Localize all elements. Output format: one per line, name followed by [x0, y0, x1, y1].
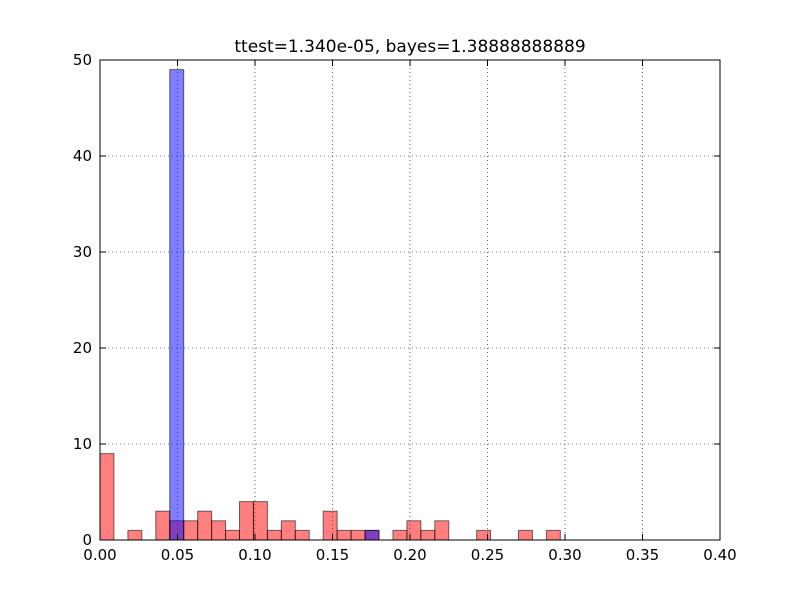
histogram-bar-series-1 — [252, 501, 268, 541]
histogram-bar-series-1 — [99, 453, 115, 541]
x-tick-label: 0.10 — [238, 546, 271, 564]
histogram-bar-series-1 — [197, 510, 213, 541]
x-tick-label: 0.25 — [471, 546, 504, 564]
x-tick-label: 0.40 — [703, 546, 736, 564]
histogram-bar-series-1 — [322, 510, 338, 541]
histogram-bar-series-1 — [155, 510, 171, 541]
x-tick-labels: 0.00 0.05 0.10 0.15 0.20 0.25 0.30 0.35 0.40 — [83, 546, 736, 564]
y-tick-label: 30 — [73, 243, 92, 261]
histogram-bar-series-1 — [434, 520, 450, 541]
histogram-bar-series-1 — [127, 529, 143, 541]
x-tick-label: 0.35 — [626, 546, 659, 564]
y-tick-labels: 0 10 20 30 40 50 — [73, 51, 92, 549]
histogram-bar-series-1 — [420, 529, 436, 541]
x-tick-label: 0.05 — [161, 546, 194, 564]
histogram-bar-series-2 — [364, 529, 380, 541]
histogram-bar-series-2 — [169, 69, 185, 541]
histogram-bar-series-1 — [518, 529, 533, 541]
x-tick-label: 0.20 — [393, 546, 426, 564]
histogram-bar-series-1 — [211, 520, 227, 541]
x-tick-label: 0.30 — [548, 546, 581, 564]
histogram-bar-series-1 — [545, 529, 561, 541]
histogram-bar-series-1 — [225, 529, 241, 541]
histogram-bar-series-1 — [350, 529, 366, 541]
y-tick-label: 20 — [73, 339, 92, 357]
histogram-bar-series-1 — [392, 529, 408, 541]
x-tick-label: 0.00 — [83, 546, 116, 564]
grid-lines — [100, 60, 720, 540]
histogram-bar-series-1 — [294, 529, 310, 541]
axis-ticks — [99, 59, 721, 541]
histogram-bar-series-1 — [183, 520, 199, 541]
x-tick-label: 0.15 — [316, 546, 349, 564]
histogram-bar-series-1 — [266, 529, 282, 541]
y-tick-label: 40 — [73, 147, 92, 165]
y-tick-label: 10 — [73, 435, 92, 453]
histogram-bar-series-1 — [280, 520, 296, 541]
histogram-bar-series-1 — [476, 529, 492, 541]
histogram-bars — [99, 69, 561, 541]
y-tick-label: 0 — [82, 531, 92, 549]
y-tick-label: 50 — [73, 51, 92, 69]
histogram-bar-series-1 — [406, 520, 422, 541]
histogram-bar-series-1 — [336, 529, 352, 541]
chart-title: ttest=1.340e-05, bayes=1.38888888889 — [234, 37, 585, 57]
histogram-bar-series-1 — [239, 501, 254, 541]
